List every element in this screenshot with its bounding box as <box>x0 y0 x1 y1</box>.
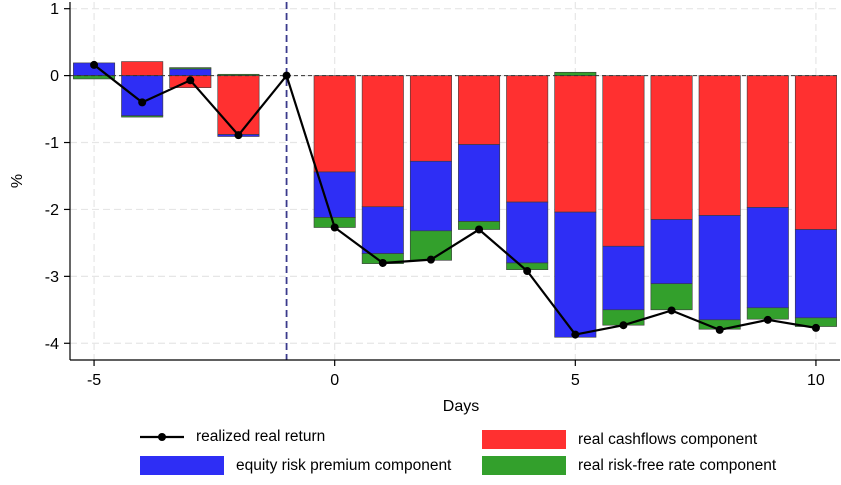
bar-segment <box>554 211 597 338</box>
legend-item-realized: realized real return <box>140 428 325 446</box>
bar-segment <box>506 201 549 264</box>
realized-return-point <box>138 98 147 107</box>
bar-segment <box>169 68 212 76</box>
y-tick-label: -2 <box>45 202 59 219</box>
bar-segment <box>409 75 452 162</box>
bar-segment <box>361 75 404 208</box>
legend-label: equity risk premium component <box>236 456 452 474</box>
bar-segment <box>313 75 356 173</box>
x-tick-label: 5 <box>571 372 580 389</box>
x-tick-label: -5 <box>87 372 101 389</box>
y-tick-label: -3 <box>45 269 59 286</box>
realized-return-line <box>93 64 817 336</box>
y-tick-label: -4 <box>45 336 59 353</box>
bar-segment <box>602 245 645 311</box>
y-axis-title: % <box>9 174 26 188</box>
realized-return-point <box>186 76 195 85</box>
bar-segment <box>554 71 597 76</box>
bar-segment <box>313 171 356 218</box>
bar-segment <box>121 61 164 76</box>
realized-return-point <box>378 258 387 267</box>
realized-return-point <box>426 255 435 264</box>
bar-segment <box>746 207 789 309</box>
erp-swatch <box>140 456 224 475</box>
realized-return-point <box>811 323 820 332</box>
bar-segment <box>746 75 789 208</box>
realized-return-point <box>282 71 291 80</box>
bar-segment <box>650 75 693 220</box>
realized-return-point <box>90 60 99 69</box>
realized-return-point <box>523 267 532 276</box>
legend-label: realized real return <box>196 428 326 445</box>
bar-segment <box>698 215 741 321</box>
legend-label: real cashflows component <box>578 430 758 448</box>
riskfree-swatch <box>482 456 566 475</box>
bar-segment <box>554 75 597 213</box>
realized-return-point <box>330 223 339 232</box>
legend-item-riskfree: real risk-free rate component <box>482 456 776 475</box>
x-axis-title: Days <box>443 398 479 415</box>
realized-return-point <box>667 306 676 315</box>
bar-segment <box>409 230 452 261</box>
bar-segment <box>361 206 404 254</box>
y-tick-label: -1 <box>45 135 59 152</box>
bar-segment <box>121 115 164 118</box>
x-tick-label: 10 <box>807 372 825 389</box>
bar-segment <box>698 75 741 216</box>
realized-return-point <box>763 315 772 324</box>
plot-area: 10-1-2-3-4-5 0 5 10 Days % <box>9 1 840 415</box>
realized-return-point <box>619 321 628 330</box>
bar-segment <box>409 160 452 232</box>
legend-item-erp: equity risk premium component <box>140 456 451 475</box>
line-marker-icon <box>140 430 184 444</box>
bar-segment <box>650 283 693 311</box>
bar-segment <box>506 75 549 203</box>
y-tick-label: 0 <box>50 68 59 85</box>
realized-return-point <box>234 131 243 140</box>
realized-return-point <box>715 325 724 334</box>
bar-segment <box>458 75 501 145</box>
bar-segment <box>794 75 837 230</box>
bar-segment <box>602 75 645 247</box>
bar-segment <box>794 229 837 319</box>
realized-return-point <box>571 330 580 339</box>
y-tick-label: 1 <box>50 1 59 18</box>
legend-item-cashflows: real cashflows component <box>482 430 757 449</box>
bar-segment <box>217 75 260 135</box>
legend-label: real risk-free rate component <box>578 456 777 474</box>
realized-return-point <box>475 225 484 234</box>
cashflows-swatch <box>482 430 566 449</box>
bar-segment <box>650 219 693 285</box>
bar-segment <box>169 67 212 70</box>
legend: realized real return real cashflows comp… <box>130 428 820 480</box>
x-tick-label: 0 <box>330 372 339 389</box>
bar-segment <box>458 144 501 222</box>
